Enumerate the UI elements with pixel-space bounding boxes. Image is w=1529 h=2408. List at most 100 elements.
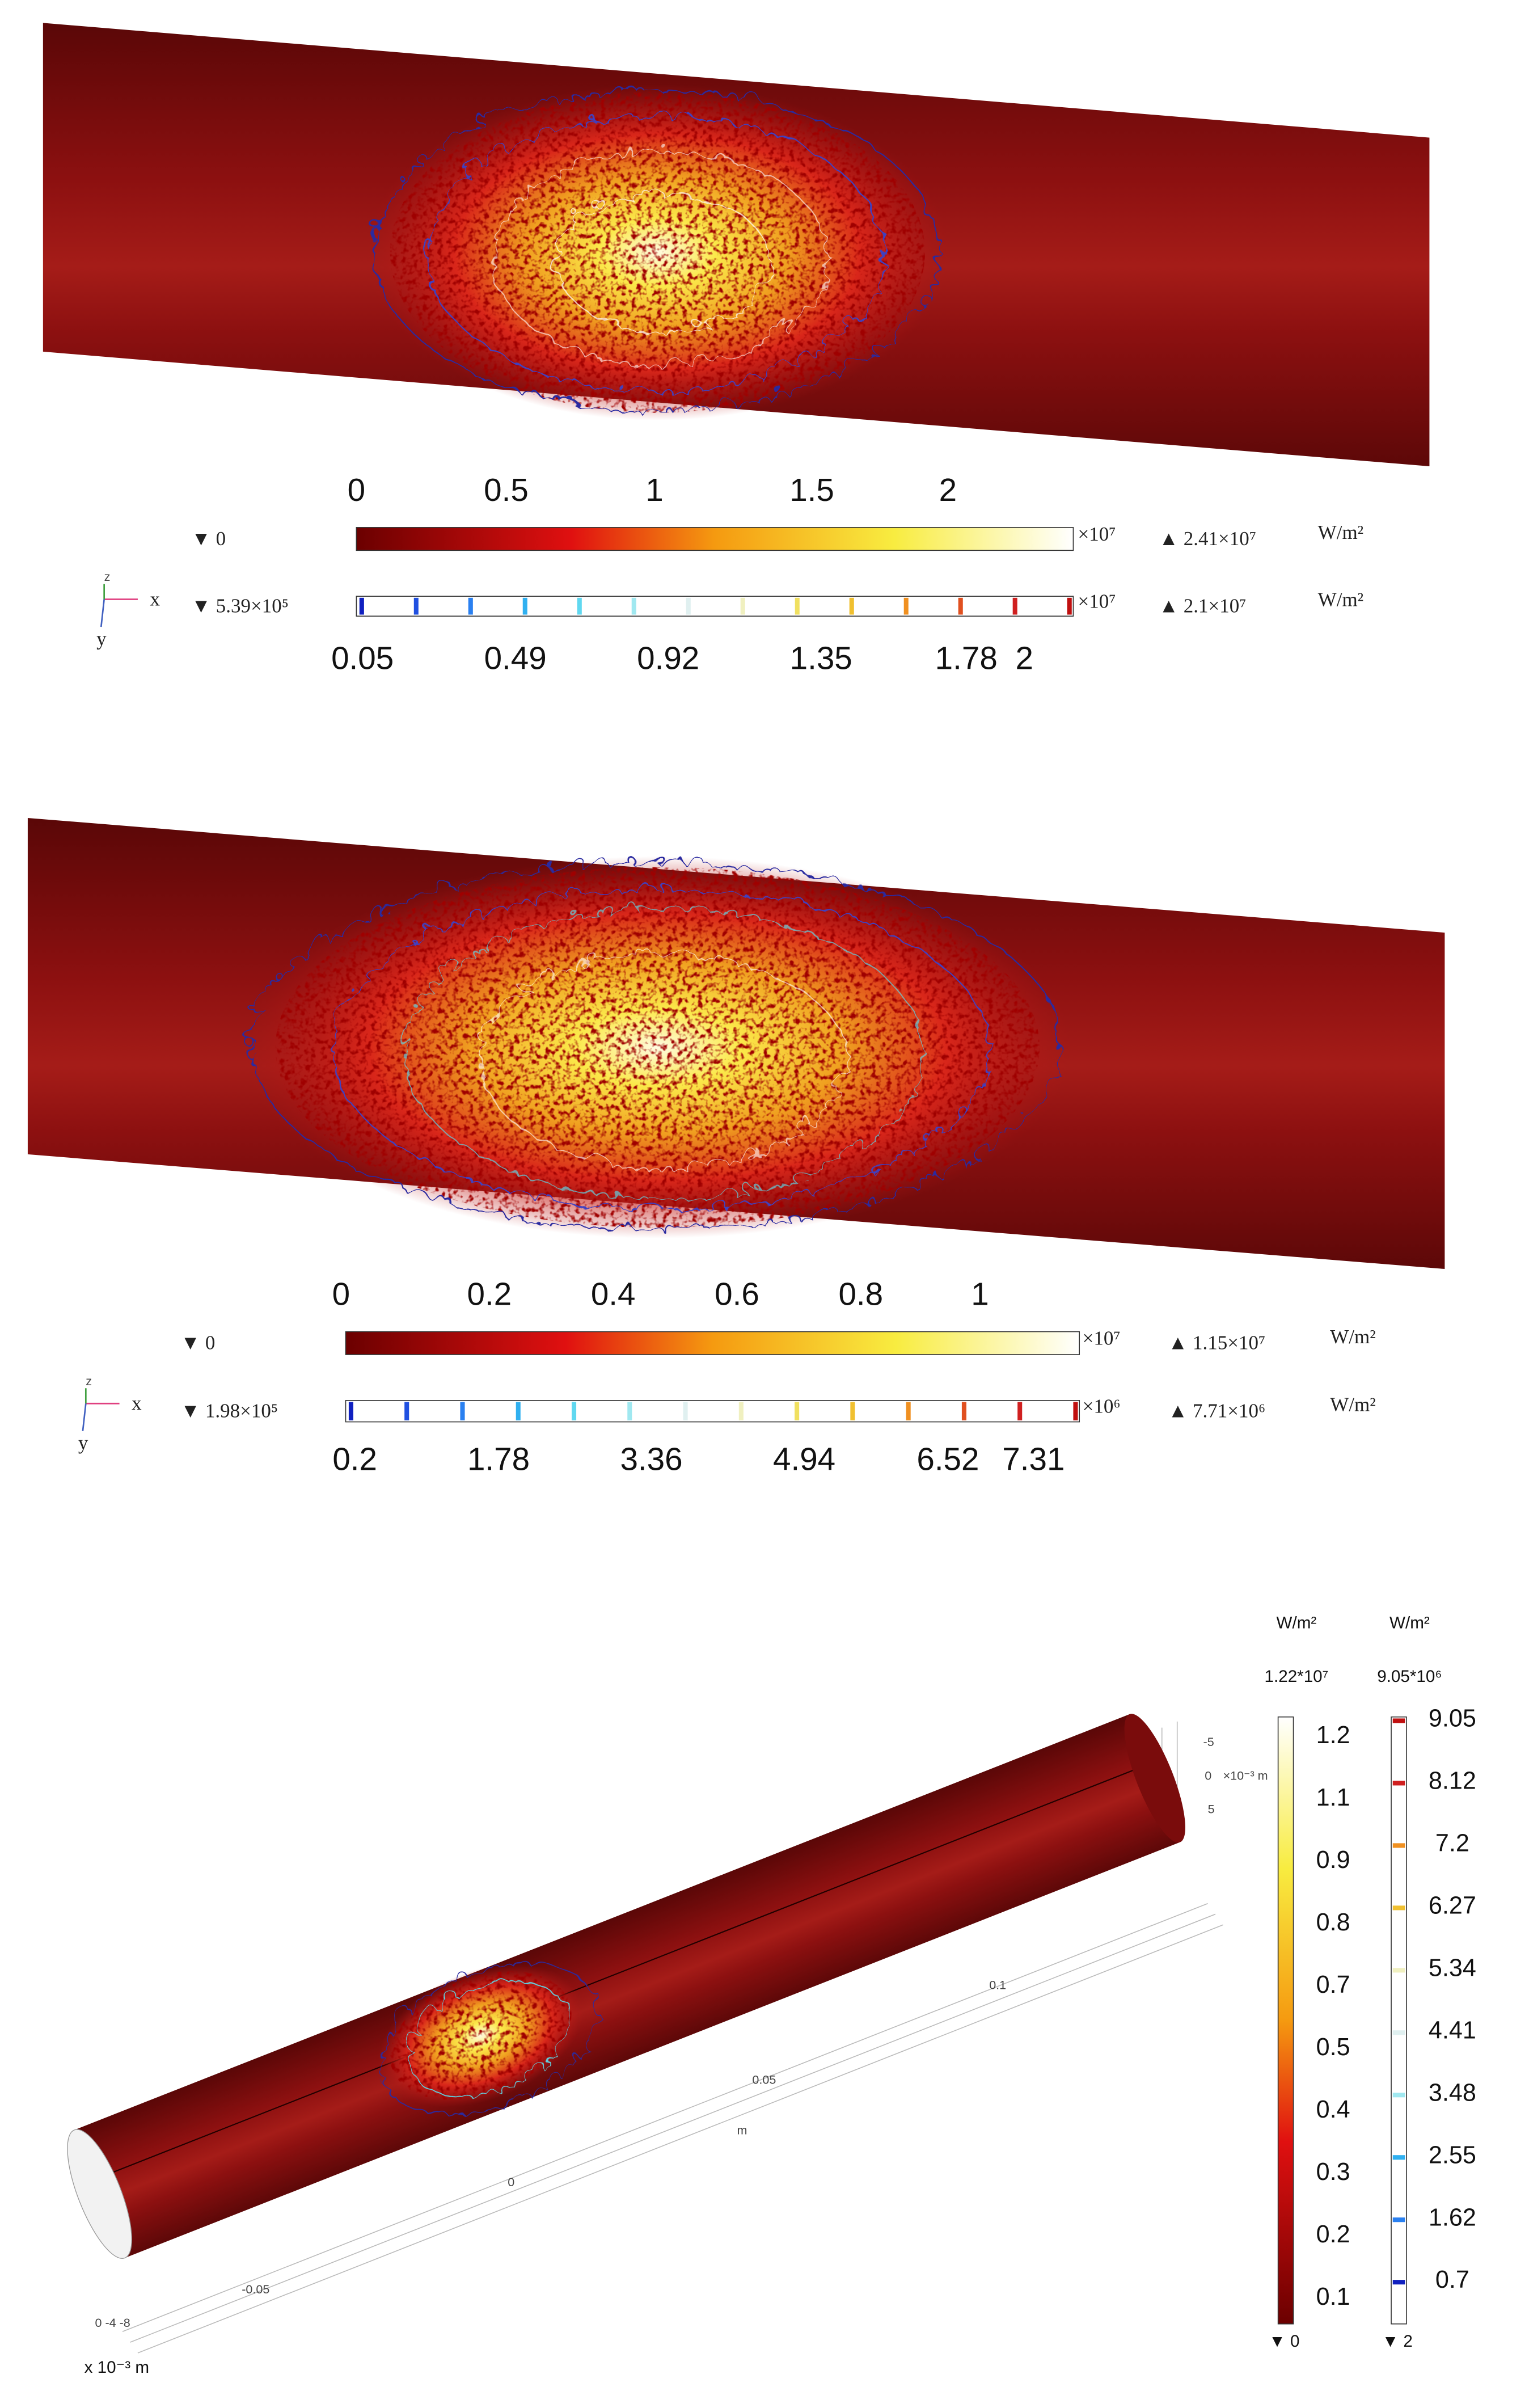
contour-level (1392, 2217, 1405, 2223)
axis-tick-label: 0 (508, 2175, 514, 2189)
max-label: 9.05*10⁶ (1377, 1667, 1442, 1686)
contour-level (1392, 2280, 1405, 2285)
colorbar-tick-label: 1.5 (789, 472, 834, 508)
axis-label: y (96, 627, 107, 650)
axis-tick-label: 0.1 (989, 1978, 1006, 1992)
min-label: ▼ 2 (1382, 2332, 1413, 2351)
contour-tick-label: 1.78 (467, 1441, 530, 1477)
axis-triad (100, 599, 105, 627)
colorbar-tick-label: 7.2 (1435, 1829, 1469, 1857)
contour-tick-label: 0.92 (637, 640, 699, 676)
colorbar-tick-label: 1 (645, 472, 663, 508)
contour-bar (356, 596, 1074, 617)
contour-tick-label: 1.35 (790, 640, 852, 676)
contour-level (404, 1402, 409, 1420)
colorbar-tick-label: 3.48 (1429, 2079, 1476, 2106)
contour-tick-label: 3.36 (620, 1441, 682, 1477)
contour-level (740, 597, 745, 615)
contour-level (795, 597, 800, 615)
axis-label: z (104, 570, 111, 584)
axis-label: z (86, 1374, 92, 1388)
contour-level (1392, 2155, 1405, 2160)
min-label: ▼ 0 (1269, 2332, 1299, 2351)
colorbar-tick-label: 0.6 (715, 1276, 759, 1312)
contour-tick-label: 1.78 (935, 640, 998, 676)
pipe-1 (43, 23, 1430, 467)
contour-level (1067, 597, 1072, 615)
colorbar-tick-label: 1 (971, 1276, 989, 1312)
contour-level (961, 1402, 966, 1420)
multiplier: ×10⁷ (1083, 1327, 1121, 1349)
contour-tick-label: 4.94 (773, 1441, 835, 1477)
colorbar (345, 1331, 1080, 1355)
axis-label: y (78, 1432, 88, 1454)
contour-level (460, 1402, 465, 1420)
axis-label: x (132, 1392, 142, 1414)
contour-level (1392, 1781, 1405, 1786)
colorbar-tick-label: 2 (939, 472, 957, 508)
colorbar-tick-label: 1.62 (1429, 2204, 1476, 2231)
contour-level (849, 597, 854, 615)
max-label: ▲ 2.41×10⁷ (1159, 528, 1256, 550)
colorbar-tick-label: 0 (332, 1276, 350, 1312)
contour-level (522, 597, 527, 615)
axis-triad (82, 1403, 87, 1431)
contour-level (348, 1402, 353, 1420)
contour-level (1073, 1402, 1078, 1420)
multiplier: ×10⁶ (1083, 1395, 1121, 1417)
axis-tick-label: 0 -4 -8 (95, 2316, 130, 2330)
contour-level (1392, 1968, 1405, 1973)
max-label: ▲ 2.1×10⁷ (1159, 594, 1246, 617)
colorbar-tick-label: 0.8 (838, 1276, 883, 1312)
colorbar-tick-label: 0.8 (1316, 1909, 1350, 1936)
min-label: ▼ 1.98×10⁵ (180, 1399, 278, 1422)
contour-level (516, 1402, 521, 1420)
colorbar-tick-label: 0.2 (1316, 2221, 1350, 2248)
contour-level (906, 1402, 911, 1420)
contour-tick-label: 2 (1015, 640, 1033, 676)
colorbar-tick-label: 4.41 (1429, 2017, 1476, 2044)
contour-bar (345, 1400, 1080, 1423)
colorbar-tick-label: 1.1 (1316, 1784, 1350, 1811)
colorbar (1391, 1716, 1407, 2325)
contour-tick-label: 7.31 (1002, 1441, 1065, 1477)
colorbar-tick-label: 6.27 (1429, 1892, 1476, 1919)
colorbar-tick-label: 0.5 (1316, 2034, 1350, 2061)
contour-level (1392, 1905, 1405, 1911)
multiplier: ×10⁷ (1078, 590, 1116, 612)
contour-level (468, 597, 473, 615)
contour-level (1392, 2093, 1405, 2098)
axis-label: x (150, 588, 160, 610)
unit-label: W/m² (1318, 521, 1364, 543)
contour-level (359, 597, 364, 615)
axis-tick-label: 5 (1208, 1802, 1215, 1816)
axis-tick-label: 0 (1205, 1768, 1211, 1782)
min-label: ▼ 0 (180, 1332, 215, 1354)
unit-label: W/m² (1330, 1394, 1376, 1416)
colorbar-tick-label: 0.1 (1316, 2283, 1350, 2310)
axis-tick-label: ×10⁻³ m (1223, 1768, 1268, 1782)
max-label: ▲ 7.71×10⁶ (1168, 1399, 1266, 1422)
contour-level (571, 1402, 577, 1420)
colorbar-tick-label: 2.55 (1429, 2141, 1476, 2169)
axis-tick-label: -0.05 (242, 2282, 269, 2296)
contour-level (1392, 2030, 1405, 2035)
colorbar-tick-label: 0.3 (1316, 2158, 1350, 2186)
colorbar-tick-label: 0.7 (1316, 1971, 1350, 1998)
colorbar-tick-label: 0.2 (467, 1276, 512, 1312)
colorbar-tick-label: 0.9 (1316, 1846, 1350, 1874)
contour-level (1392, 1718, 1405, 1723)
axis-tick-label: x 10⁻³ m (85, 2358, 149, 2377)
unit-label: W/m² (1318, 589, 1364, 611)
contour-tick-label: 0.05 (331, 640, 394, 676)
unit-label: W/m² (1277, 1613, 1317, 1632)
axis-tick-label: m (737, 2123, 747, 2137)
colorbar-tick-label: 0.5 (484, 472, 529, 508)
min-label: ▼ 0 (191, 528, 226, 550)
colorbar-tick-label: 5.34 (1429, 1954, 1476, 1981)
contour-level (958, 597, 963, 615)
contour-level (1017, 1402, 1023, 1420)
contour-level (631, 597, 636, 615)
colorbar-tick-label: 0 (348, 472, 365, 508)
contour-tick-label: 0.2 (332, 1441, 377, 1477)
